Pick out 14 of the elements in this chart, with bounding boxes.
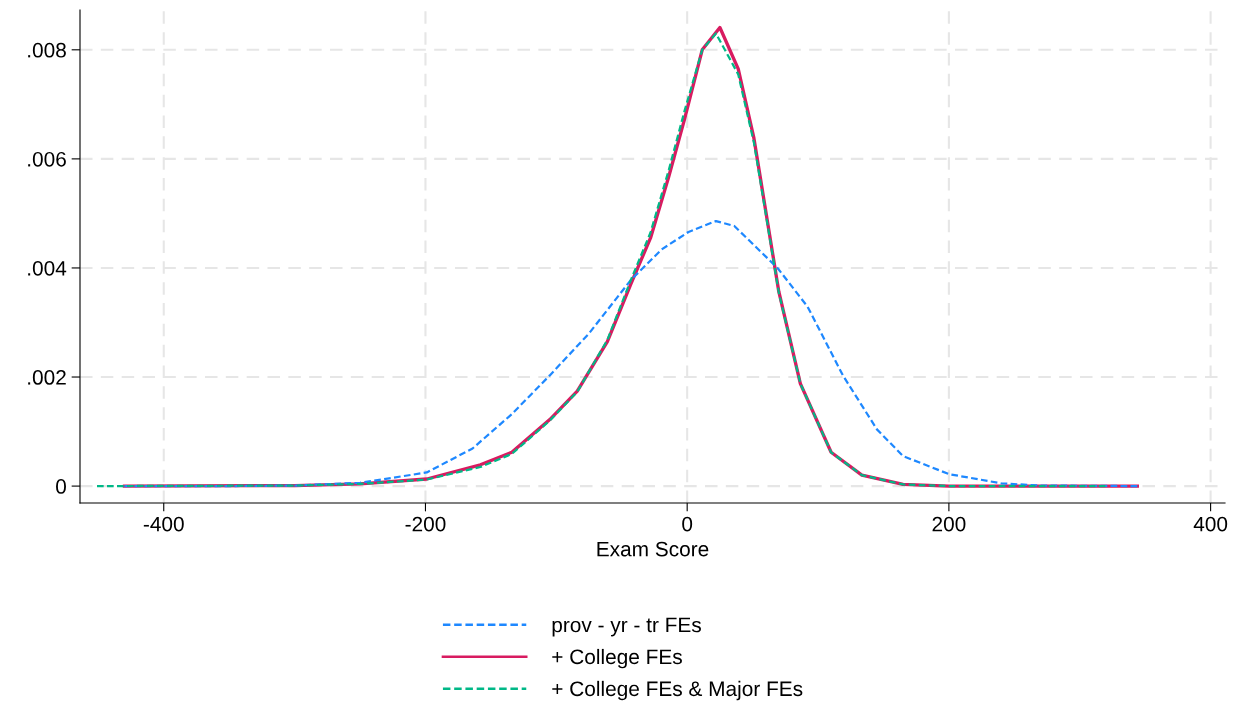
y-tick-label: .004 — [28, 260, 67, 276]
x-axis-title: Exam Score — [597, 541, 709, 557]
legend-label: prov - yr - tr FEs — [552, 617, 701, 637]
x-tick-label: -400 — [143, 516, 184, 532]
x-tick-label: 0 — [682, 516, 693, 532]
y-tick-label: .008 — [28, 42, 66, 58]
x-tick-label: 200 — [932, 516, 966, 532]
legend-label: + College FEs — [552, 648, 682, 669]
y-tick-label: 0 — [56, 479, 66, 494]
x-tick-label: -200 — [405, 516, 446, 532]
y-tick-label: .006 — [28, 151, 66, 167]
y-tick-label: .002 — [28, 370, 66, 385]
x-tick-label: 400 — [1193, 516, 1228, 532]
legend-label: + College FEs & Major FEs — [552, 680, 803, 701]
